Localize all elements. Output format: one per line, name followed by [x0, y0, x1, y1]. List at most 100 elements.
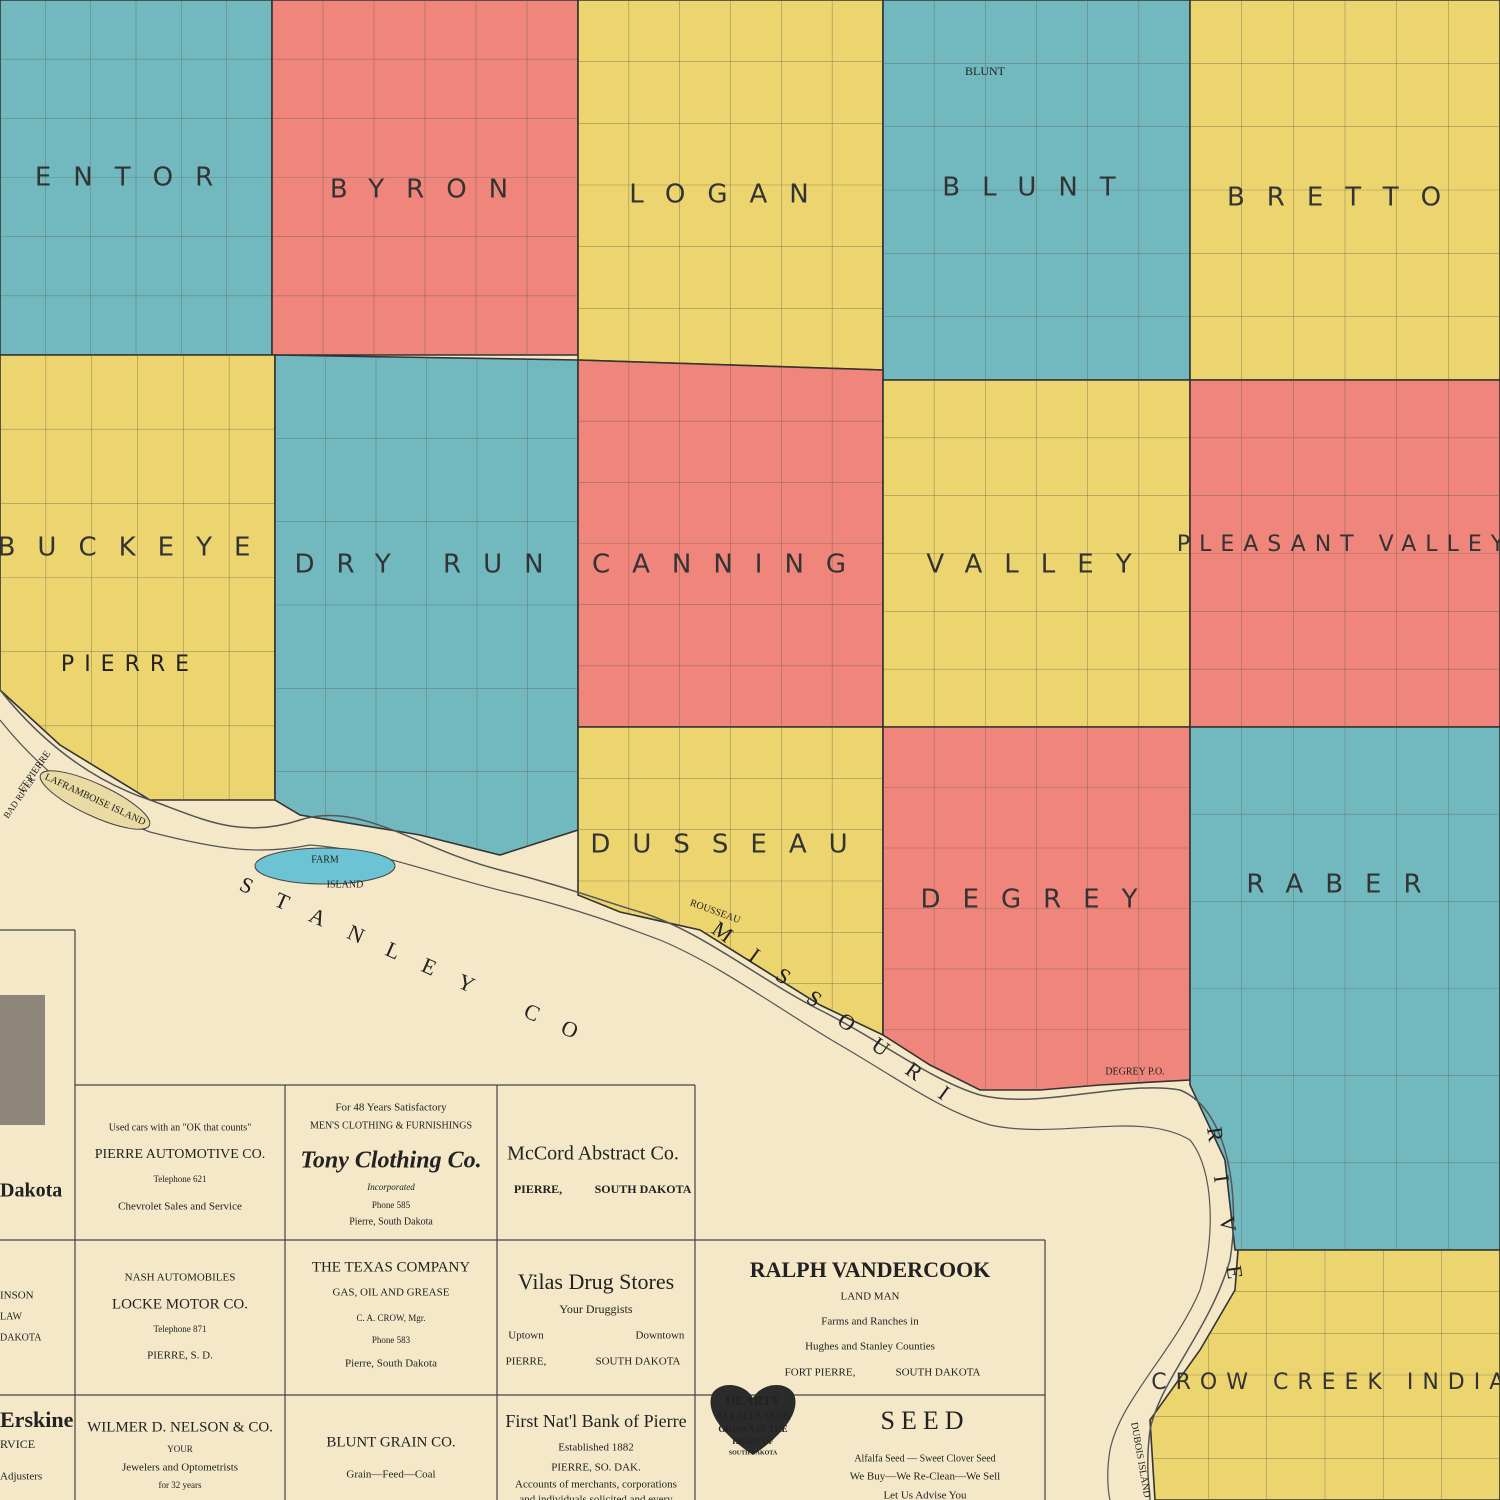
- ad-text: Phone 583: [372, 1335, 411, 1345]
- township-name: BUCKEYE: [0, 533, 272, 563]
- ad-text: Alfalfa Seed — Sweet Clover Seed: [854, 1453, 995, 1464]
- photo: [0, 995, 45, 1125]
- ad-text: Your Druggists: [559, 1302, 632, 1316]
- section-grid: [1190, 380, 1500, 727]
- ad-text: and individuals solicited and every: [519, 1494, 673, 1500]
- township-name: BLUNT: [942, 173, 1137, 203]
- ad-text: GAS, OIL AND GREASE: [333, 1287, 450, 1299]
- ad-text: Hughes and Stanley Counties: [805, 1341, 935, 1353]
- ad-text: INSON: [0, 1290, 34, 1302]
- ad-text: PIERRE,: [514, 1182, 562, 1196]
- section-grid: [275, 355, 578, 855]
- place-label: PIERRE: [61, 652, 199, 677]
- ad-text: Telephone 621: [153, 1174, 206, 1184]
- heart-logo: [710, 1384, 796, 1455]
- township-name: ENTOR: [35, 163, 235, 193]
- ad-text: SEED: [881, 1406, 970, 1435]
- ad-text: PIERRE, SO. DAK.: [551, 1462, 641, 1474]
- ad-text: PIERRE AUTOMOTIVE CO.: [95, 1147, 265, 1162]
- township-name: DRY RUN: [294, 550, 565, 580]
- ad-text: for 32 years: [159, 1480, 202, 1490]
- ad-text: For 48 Years Satisfactory: [335, 1102, 447, 1114]
- ad-text: ALFALFA SEED: [716, 1411, 790, 1422]
- township-name: CANNING: [592, 550, 868, 580]
- ad-text: BLUNT GRAIN CO.: [326, 1434, 455, 1450]
- ad-text: PIERRE,: [506, 1356, 547, 1368]
- place-label: DEGREY P.O.: [1105, 1066, 1164, 1077]
- township-name: CROW CREEK INDIAN: [1151, 1370, 1500, 1395]
- ad-text: Jewelers and Optometrists: [122, 1462, 238, 1474]
- laframboise-island: [39, 770, 151, 830]
- place-label: ISLAND: [327, 879, 364, 890]
- farm-island: [254, 847, 396, 885]
- ad-text: FORT PIERRE,: [785, 1367, 856, 1379]
- township-name: DUSSEAU: [590, 830, 869, 860]
- ad-text: Established 1882: [558, 1442, 633, 1454]
- ad-text: Vilas Drug Stores: [518, 1269, 674, 1294]
- township-name: VALLEY: [926, 550, 1153, 580]
- section-grid: [883, 0, 1190, 380]
- ad-text: We Buy—We Re-Clean—We Sell: [850, 1471, 1000, 1483]
- ad-text: RALPH VANDERCOOK: [750, 1257, 991, 1282]
- river-bank: [0, 719, 1211, 1500]
- ad-text: Erskine: [0, 1407, 74, 1432]
- ad-text: Phone 585: [372, 1200, 411, 1210]
- ad-text: GROWN IN THE: [718, 1424, 787, 1434]
- ad-text: LOCKE MOTOR CO.: [112, 1296, 248, 1312]
- ad-text: Adjusters: [0, 1471, 42, 1483]
- ad-text: Uptown: [508, 1330, 544, 1342]
- ad-text: Farms and Ranches in: [821, 1316, 919, 1328]
- ad-text: WILMER D. NELSON & CO.: [87, 1419, 273, 1435]
- place-label: FARM: [311, 854, 339, 865]
- ad-text: Used cars with an "OK that counts": [109, 1122, 252, 1133]
- township-name: BYRON: [330, 175, 530, 205]
- ad-text: THE TEXAS COMPANY: [312, 1259, 471, 1275]
- township-name: BRETTO: [1227, 183, 1463, 213]
- ad-text: HEART OF: [732, 1437, 773, 1446]
- ad-text: Incorporated: [366, 1182, 415, 1192]
- section-grid: [578, 0, 883, 370]
- ad-text: YOUR: [167, 1444, 193, 1454]
- ad-text: Telephone 871: [153, 1324, 206, 1334]
- ad-text: HEARTY: [725, 1393, 781, 1408]
- section-grid: [272, 0, 578, 355]
- township-name: LOGAN: [629, 180, 830, 210]
- ad-text: Dakota: [0, 1180, 62, 1202]
- ad-text: SOUTH DAKOTA: [896, 1367, 981, 1379]
- section-grid: [0, 0, 272, 355]
- ad-frame: [0, 929, 1046, 1500]
- ad-text: RVICE: [0, 1437, 35, 1451]
- section-grid: [1150, 1250, 1500, 1500]
- ad-text: Let Us Advise You: [883, 1490, 967, 1500]
- ad-text: First Nat'l Bank of Pierre: [505, 1411, 686, 1431]
- river-bank: [0, 689, 1235, 1500]
- township-name: DEGREY: [921, 885, 1160, 915]
- section-grid: [578, 360, 883, 727]
- section-grid: [883, 380, 1190, 727]
- section-grid: [1190, 0, 1500, 380]
- township-name: RABER: [1246, 870, 1443, 900]
- township-name: PLEASANT VALLEY: [1177, 532, 1500, 557]
- ad-text: Downtown: [636, 1330, 685, 1342]
- ad-text: SOUTH DAKOTA: [596, 1356, 681, 1368]
- ad-text: Grain—Feed—Coal: [346, 1469, 435, 1481]
- ad-text: DAKOTA: [0, 1332, 42, 1343]
- ad-text: McCord Abstract Co.: [507, 1143, 679, 1165]
- ad-text: LAW: [0, 1311, 23, 1322]
- section-grid: [1190, 727, 1500, 1250]
- ad-text: LAND MAN: [841, 1291, 900, 1303]
- place-label: BLUNT: [965, 64, 1006, 78]
- ad-text: Pierre, South Dakota: [345, 1358, 437, 1370]
- ad-text: Pierre, South Dakota: [349, 1216, 433, 1227]
- ad-text: SOUTH DAKOTA: [729, 1450, 778, 1456]
- ad-text: Tony Clothing Co.: [300, 1148, 481, 1174]
- ad-text: Chevrolet Sales and Service: [118, 1201, 242, 1213]
- section-grid: [0, 355, 275, 800]
- ad-text: Accounts of merchants, corporations: [515, 1479, 677, 1491]
- section-grid: [883, 727, 1190, 1090]
- ad-text: NASH AUTOMOBILES: [125, 1272, 236, 1284]
- ad-text: C. A. CROW, Mgr.: [357, 1313, 426, 1323]
- ad-text: SOUTH DAKOTA: [595, 1182, 692, 1196]
